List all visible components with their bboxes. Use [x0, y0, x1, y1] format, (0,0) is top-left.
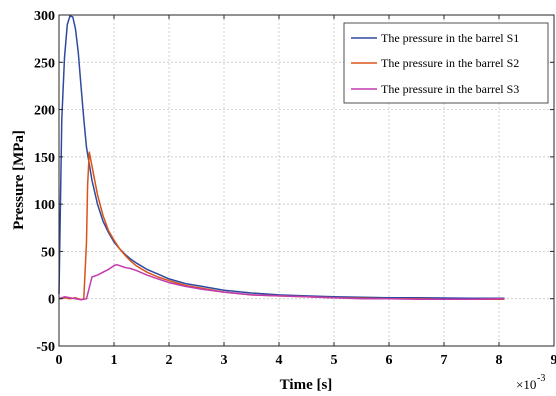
x-tick-label: 8: [496, 353, 503, 368]
x-multiplier-exponent: -3: [537, 373, 545, 384]
x-tick-label: 0: [56, 353, 63, 368]
x-tick-label: 7: [441, 353, 448, 368]
x-tick-label: 4: [276, 353, 283, 368]
x-tick-label: 3: [221, 353, 228, 368]
legend-label-s2: The pressure in the barrel S2: [381, 56, 519, 70]
x-multiplier-base: ×10: [516, 377, 536, 392]
x-axis-title: Time [s]: [280, 377, 333, 393]
legend-box: [343, 22, 549, 104]
y-tick-label: 100: [34, 198, 55, 213]
legend-label-s3: The pressure in the barrel S3: [381, 82, 519, 96]
legend: The pressure in the barrel S1 The pressu…: [343, 22, 549, 104]
data-series: [58, 15, 505, 301]
x-tick-label: 5: [331, 353, 338, 368]
x-tick-label: 1: [111, 353, 118, 368]
plot-frame: [58, 14, 555, 347]
series-line-s1: [58, 15, 505, 299]
y-tick-label: 150: [34, 151, 55, 166]
x-tick-label: 2: [166, 353, 173, 368]
y-axis-title: Pressure [MPa]: [11, 130, 27, 230]
y-tick-label: -50: [36, 340, 55, 355]
y-axis-ticks: -50 0 50 100 150 200 250 300: [34, 9, 554, 355]
x-axis-multiplier: ×10 -3: [516, 373, 545, 392]
legend-label-s1: The pressure in the barrel S1: [381, 31, 519, 45]
y-tick-label: 250: [34, 56, 55, 71]
x-tick-label: 6: [386, 353, 393, 368]
y-tick-label: 300: [34, 9, 55, 24]
x-tick-label: 9: [551, 353, 556, 368]
y-tick-label: 50: [41, 245, 55, 260]
y-tick-label: 200: [34, 104, 55, 119]
y-tick-label: 0: [48, 293, 55, 308]
series-line-s3: [58, 263, 505, 301]
x-axis-ticks: 0 1 2 3 4 5 6 7 8 9: [56, 15, 556, 368]
